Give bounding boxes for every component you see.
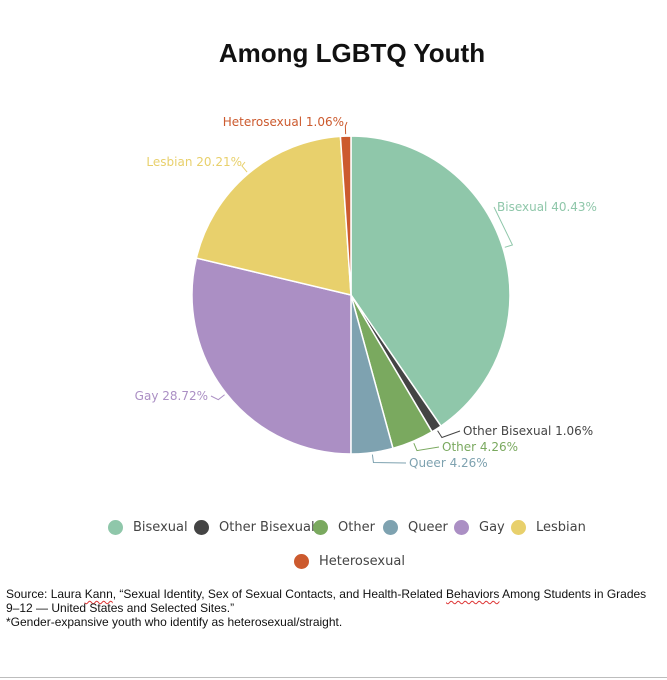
leader-line xyxy=(437,430,461,439)
chart-title: Among LGBTQ Youth xyxy=(218,38,486,68)
leader-line xyxy=(413,443,440,452)
leader-line xyxy=(371,454,407,464)
pie-slice-lesbian xyxy=(195,135,352,296)
bottom-divider xyxy=(0,677,667,678)
spellcheck-word: Behaviors xyxy=(446,587,500,601)
source-note: Source: Laura Kann, “Sexual Identity, Se… xyxy=(6,587,661,629)
data-label: Heterosexual 1.06% xyxy=(223,115,344,129)
source-citation: Source: Laura Kann, “Sexual Identity, Se… xyxy=(6,587,647,615)
data-label: Queer 4.26% xyxy=(409,456,488,470)
data-label: Other Bisexual 1.06% xyxy=(463,424,593,438)
pie-slice-gay xyxy=(191,257,352,455)
spellcheck-word: Kann xyxy=(84,587,113,601)
leader-line xyxy=(493,206,514,248)
data-label: Gay 28.72% xyxy=(135,389,208,403)
pie-chart: Bisexual 40.43% Other Bisexual 1.06% Other… xyxy=(135,115,597,470)
leader-line xyxy=(241,161,248,173)
data-label: Bisexual 40.43% xyxy=(497,200,597,214)
data-label: Lesbian 20.21% xyxy=(146,155,242,169)
pie-slice-bisexual xyxy=(350,135,511,428)
leader-line xyxy=(344,121,348,135)
source-footnote: *Gender-expansive youth who identify as … xyxy=(6,615,343,629)
leader-line xyxy=(210,394,225,401)
pie-slice-heterosexual xyxy=(339,135,352,296)
data-label: Other 4.26% xyxy=(442,440,518,454)
